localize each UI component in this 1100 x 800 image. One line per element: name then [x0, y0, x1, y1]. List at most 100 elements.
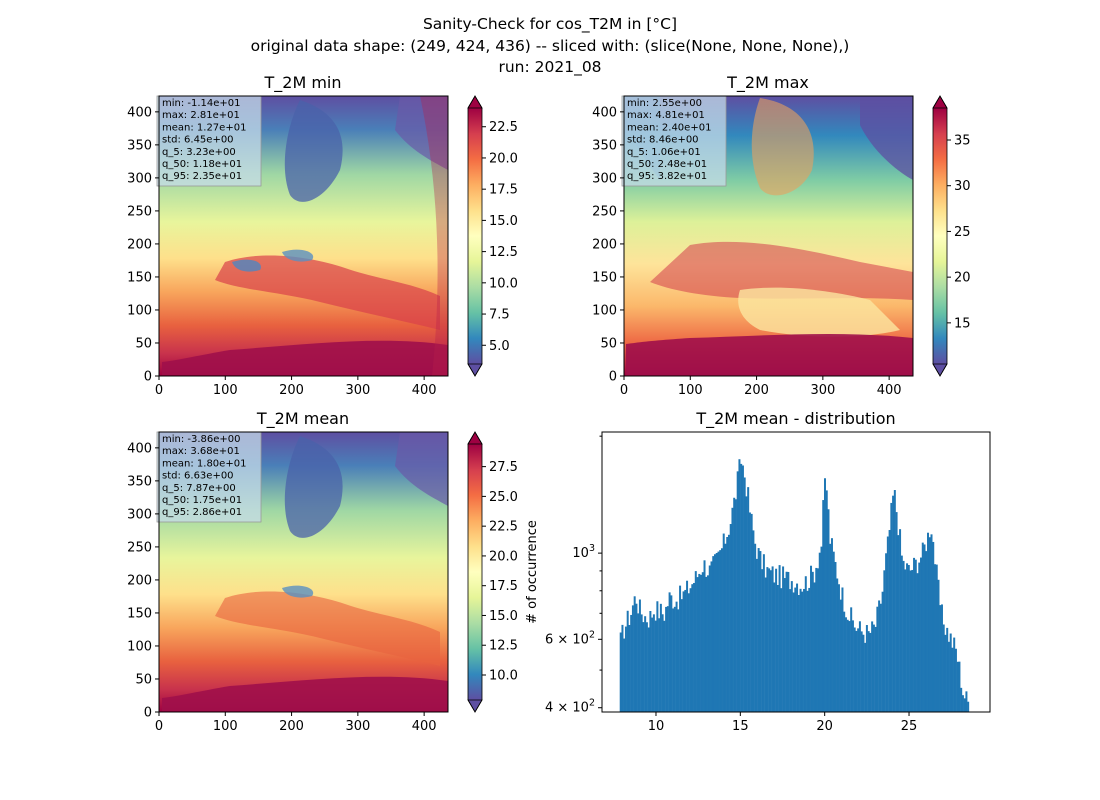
colorbar-tick-label: 25.0 [489, 490, 518, 505]
histogram-bar [967, 701, 970, 712]
histogram-bar [895, 512, 898, 712]
hist-y-tick-label: 6 × 102 [545, 629, 595, 647]
histogram-bar [670, 595, 673, 712]
histogram-bar [823, 478, 826, 712]
histogram-bar [713, 554, 716, 712]
panel-title-mean: T_2M mean [256, 409, 349, 429]
hist-y-tick-base: 6 [545, 632, 553, 647]
colorbar-outline [467, 431, 483, 713]
histogram-bar [951, 647, 954, 712]
histogram-bar [930, 534, 933, 712]
y-tick-label: 350 [592, 138, 617, 153]
histogram-title: T_2M mean - distribution [695, 409, 895, 429]
histogram-bar [794, 587, 797, 712]
y-axis-mean: 0 50 100 150 200 250 300 350 400 [127, 441, 159, 721]
heatmap-image-mean [159, 432, 448, 712]
x-tick-label: 400 [412, 719, 437, 734]
histogram-bar [911, 569, 914, 712]
stats-line: q_5: 3.23e+00 [162, 147, 236, 158]
y-tick-label: 100 [592, 303, 617, 318]
colorbar-gradient [468, 108, 482, 364]
histogram-bar [679, 585, 682, 712]
histogram-bar [839, 599, 842, 712]
histogram-bar [677, 609, 680, 712]
histogram-bar [750, 513, 753, 712]
stats-line: q_50: 1.18e+01 [162, 159, 242, 170]
histogram-bar [698, 573, 701, 712]
colorbar-extend-min [467, 363, 483, 377]
histogram-bar [810, 565, 813, 712]
histogram-bar [927, 532, 930, 712]
histogram-bar [804, 576, 807, 712]
colorbar-extend-max [932, 95, 948, 109]
x-axis-min: 0 100 200 300 400 [155, 376, 437, 398]
hist-y-tick-label: 4 × 102 [545, 698, 595, 716]
suptitle-line-3: run: 2021_08 [498, 58, 601, 77]
histogram-bar [668, 592, 671, 712]
y-tick-label: 400 [127, 105, 152, 120]
y-axis-min: 0 50 100 150 200 250 300 350 400 [127, 105, 159, 385]
histogram-bar [743, 477, 746, 712]
histogram-bar [726, 537, 729, 712]
stats-line: q_95: 2.86e+01 [162, 507, 242, 518]
axes-frame-mean [158, 431, 449, 713]
histogram-bar [909, 570, 912, 712]
colorbar-tick-label: 22.5 [489, 120, 518, 135]
histogram-bar [815, 567, 818, 712]
histogram-bar [879, 603, 882, 712]
hist-y-tick-exp: 3 [589, 543, 595, 554]
histogram-bar [724, 543, 727, 712]
histogram-bar [855, 630, 858, 712]
y-tick-label: 300 [127, 171, 152, 186]
histogram-bar [755, 558, 758, 712]
histogram-bar [640, 614, 643, 712]
x-tick-label: 0 [620, 383, 628, 398]
histogram-bar [932, 541, 935, 712]
x-axis-max: 0 100 200 300 400 [620, 376, 902, 398]
histogram-bars [619, 459, 970, 712]
histogram-bar [935, 564, 938, 712]
histogram-bar [649, 610, 652, 712]
histogram-panel: T_2M mean - distribution # of occurrence… [525, 409, 991, 734]
y-tick-label: 150 [127, 270, 152, 285]
histogram-bar [621, 624, 624, 712]
stats-line: std: 6.45e+00 [162, 135, 234, 146]
x-tick-label: 300 [345, 383, 370, 398]
y-tick-label: 0 [144, 370, 152, 385]
colorbar-mean: 10.0 12.5 15.0 17.5 20.0 22.5 25.0 27.5 [467, 431, 518, 713]
histogram-bar [797, 595, 800, 712]
histogram-bar [787, 571, 790, 712]
histogram-bar [754, 543, 757, 712]
y-tick-label: 100 [127, 639, 152, 654]
histogram-bar [719, 550, 722, 712]
histogram-bar [920, 557, 923, 712]
histogram-bar [851, 620, 854, 712]
histogram-bar [890, 502, 893, 712]
histogram-bar [954, 648, 957, 712]
colorbar-extend-min [467, 699, 483, 713]
colorbar-max: 15 20 25 30 35 [932, 95, 971, 377]
x-tick-label: 300 [810, 383, 835, 398]
histogram-bar [937, 579, 940, 712]
hist-y-tick-ten: 10 [572, 546, 589, 561]
colorbar-min: 5.0 7.5 10.0 12.5 15.0 17.5 20.0 22.5 [467, 95, 518, 377]
histogram-x-axis: 10 15 20 25 [648, 712, 917, 734]
colorbar-tick-label: 20 [954, 271, 971, 286]
histogram-bar [869, 632, 872, 712]
histogram-bar [757, 548, 760, 712]
x-tick-label: 400 [877, 383, 902, 398]
x-tick-label: 400 [412, 383, 437, 398]
histogram-bar [661, 614, 664, 712]
stats-line: q_5: 7.87e+00 [162, 483, 236, 494]
histogram-bar [734, 499, 737, 712]
x-tick-label: 200 [279, 383, 304, 398]
histogram-bar [658, 618, 661, 712]
histogram-bar [928, 537, 931, 712]
histogram-bar [965, 691, 968, 712]
histogram-bar [858, 621, 861, 712]
stats-line: max: 2.81e+01 [162, 110, 240, 121]
histogram-bar [947, 641, 950, 712]
